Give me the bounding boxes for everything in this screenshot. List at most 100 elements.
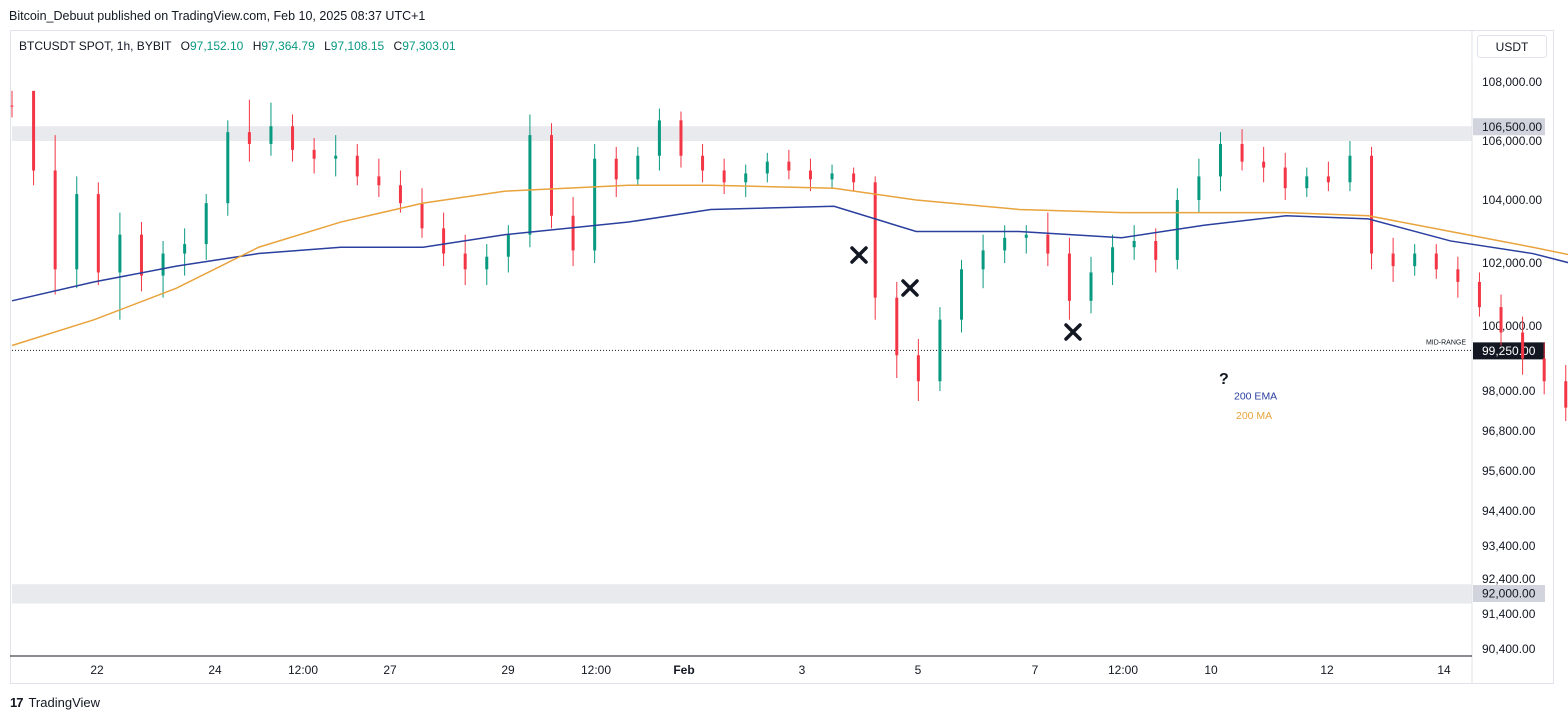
candle-body (32, 90, 36, 171)
candle-body (226, 132, 230, 204)
candle-body (636, 155, 640, 180)
price-tag-box (1473, 118, 1545, 136)
candle-body (269, 126, 273, 144)
x-tick-label: 22 (90, 663, 104, 677)
y-tick-label: 102,000.00 (1482, 256, 1542, 270)
candle-body (463, 253, 467, 270)
tradingview-logo-icon[interactable]: 17 (10, 695, 24, 710)
candle-body (96, 194, 100, 273)
candle-body (1564, 381, 1568, 408)
candle-body (485, 256, 489, 270)
footer: 17 TradingView (10, 695, 100, 710)
y-tick-label: 93,400.00 (1482, 539, 1536, 553)
candle-body (291, 126, 295, 150)
candle-body (1046, 234, 1050, 254)
candle-body (1067, 253, 1071, 301)
candle-body (960, 269, 964, 320)
publisher-line: Bitcoin_Debuut published on TradingView.… (9, 9, 426, 23)
y-tick-label: 108,000.00 (1482, 75, 1542, 89)
candle-body (873, 182, 877, 298)
candle-body (593, 158, 597, 251)
candle-body (787, 161, 791, 171)
candle-body (1521, 332, 1525, 359)
candle-body (1348, 155, 1352, 183)
candle-body (506, 234, 510, 257)
candle-body (1111, 247, 1115, 273)
candle-body (679, 120, 683, 156)
question-mark-icon: ? (1219, 371, 1229, 388)
candle-body (722, 170, 726, 183)
open-value: 97,152.10 (189, 39, 244, 53)
x-tick-label: 12:00 (1108, 663, 1138, 677)
x-tick-label: 12:00 (288, 663, 318, 677)
x-tick-label: 12 (1320, 663, 1334, 677)
currency-selector[interactable]: USDT (1477, 35, 1547, 58)
candle-body (744, 173, 748, 183)
candle-body (765, 161, 769, 174)
x-tick-label: 24 (208, 663, 222, 677)
candle-body (938, 319, 942, 382)
candle-body (334, 155, 338, 159)
rejection-x-icon (901, 279, 919, 297)
candle-body (118, 234, 122, 273)
footer-brand[interactable]: TradingView (28, 695, 101, 710)
price-tag-label: 106,500.00 (1482, 120, 1542, 134)
candle-body (1499, 307, 1503, 333)
candle-body (53, 170, 57, 270)
price-tag-box (1473, 342, 1545, 360)
candle-body (1456, 269, 1460, 282)
close-label: C (393, 39, 403, 53)
candle-body (1434, 253, 1438, 270)
candle-body (1413, 253, 1417, 267)
x-tick-label: 14 (1437, 663, 1451, 677)
candle-body (1003, 237, 1007, 251)
chart-frame (10, 30, 1554, 684)
candle-body (1262, 161, 1266, 168)
candle-body (1391, 253, 1395, 267)
y-tick-label: 100,000.00 (1482, 319, 1542, 333)
candle-body (183, 244, 187, 254)
candle-body (1024, 234, 1028, 238)
rejection-x-icon (850, 246, 868, 264)
candle-body (1240, 143, 1244, 162)
y-tick-label: 94,400.00 (1482, 504, 1536, 518)
price-tag-box (1473, 585, 1545, 602)
ema-200-line (11, 205, 1568, 302)
candle-body (808, 170, 812, 180)
candle-body (1089, 272, 1093, 301)
candle-body (377, 176, 381, 186)
candle-body (1370, 155, 1374, 254)
support-resistance-zone (12, 584, 1472, 604)
candle-body (420, 203, 424, 229)
y-tick-label: 106,000.00 (1482, 134, 1542, 148)
symbol-name[interactable]: BTCUSDT SPOT, 1h, BYBIT (19, 39, 172, 53)
ma-200-label: 200 MA (1236, 410, 1272, 422)
candle-body (161, 253, 165, 276)
x-tick-label: 27 (383, 663, 397, 677)
candle-body (442, 228, 446, 254)
ma-200-line (11, 184, 1568, 347)
low-value: 97,108.15 (330, 39, 385, 53)
candle-body (75, 194, 79, 270)
candle-body (10, 105, 14, 107)
close-value: 97,303.01 (402, 39, 456, 53)
candle-body (1283, 167, 1287, 189)
low-label: L (324, 39, 331, 53)
y-tick-label: 104,000.00 (1482, 193, 1542, 207)
candle-body (852, 173, 856, 183)
y-tick-label: 91,400.00 (1482, 607, 1536, 621)
candle-body (895, 297, 899, 356)
high-value: 97,364.79 (261, 39, 315, 53)
y-tick-label: 96,800.00 (1482, 424, 1536, 438)
x-tick-label: 7 (1032, 663, 1039, 677)
mid-range-label: MID-RANGE (1426, 339, 1466, 346)
x-tick-label: 29 (501, 663, 515, 677)
candle-body (614, 158, 618, 180)
price-tag-label: 92,000.00 (1482, 587, 1536, 601)
candle-body (1326, 176, 1330, 183)
x-tick-label: Feb (673, 663, 694, 677)
high-label: H (252, 39, 262, 53)
candle-body (398, 185, 402, 204)
candle-body (355, 155, 359, 177)
